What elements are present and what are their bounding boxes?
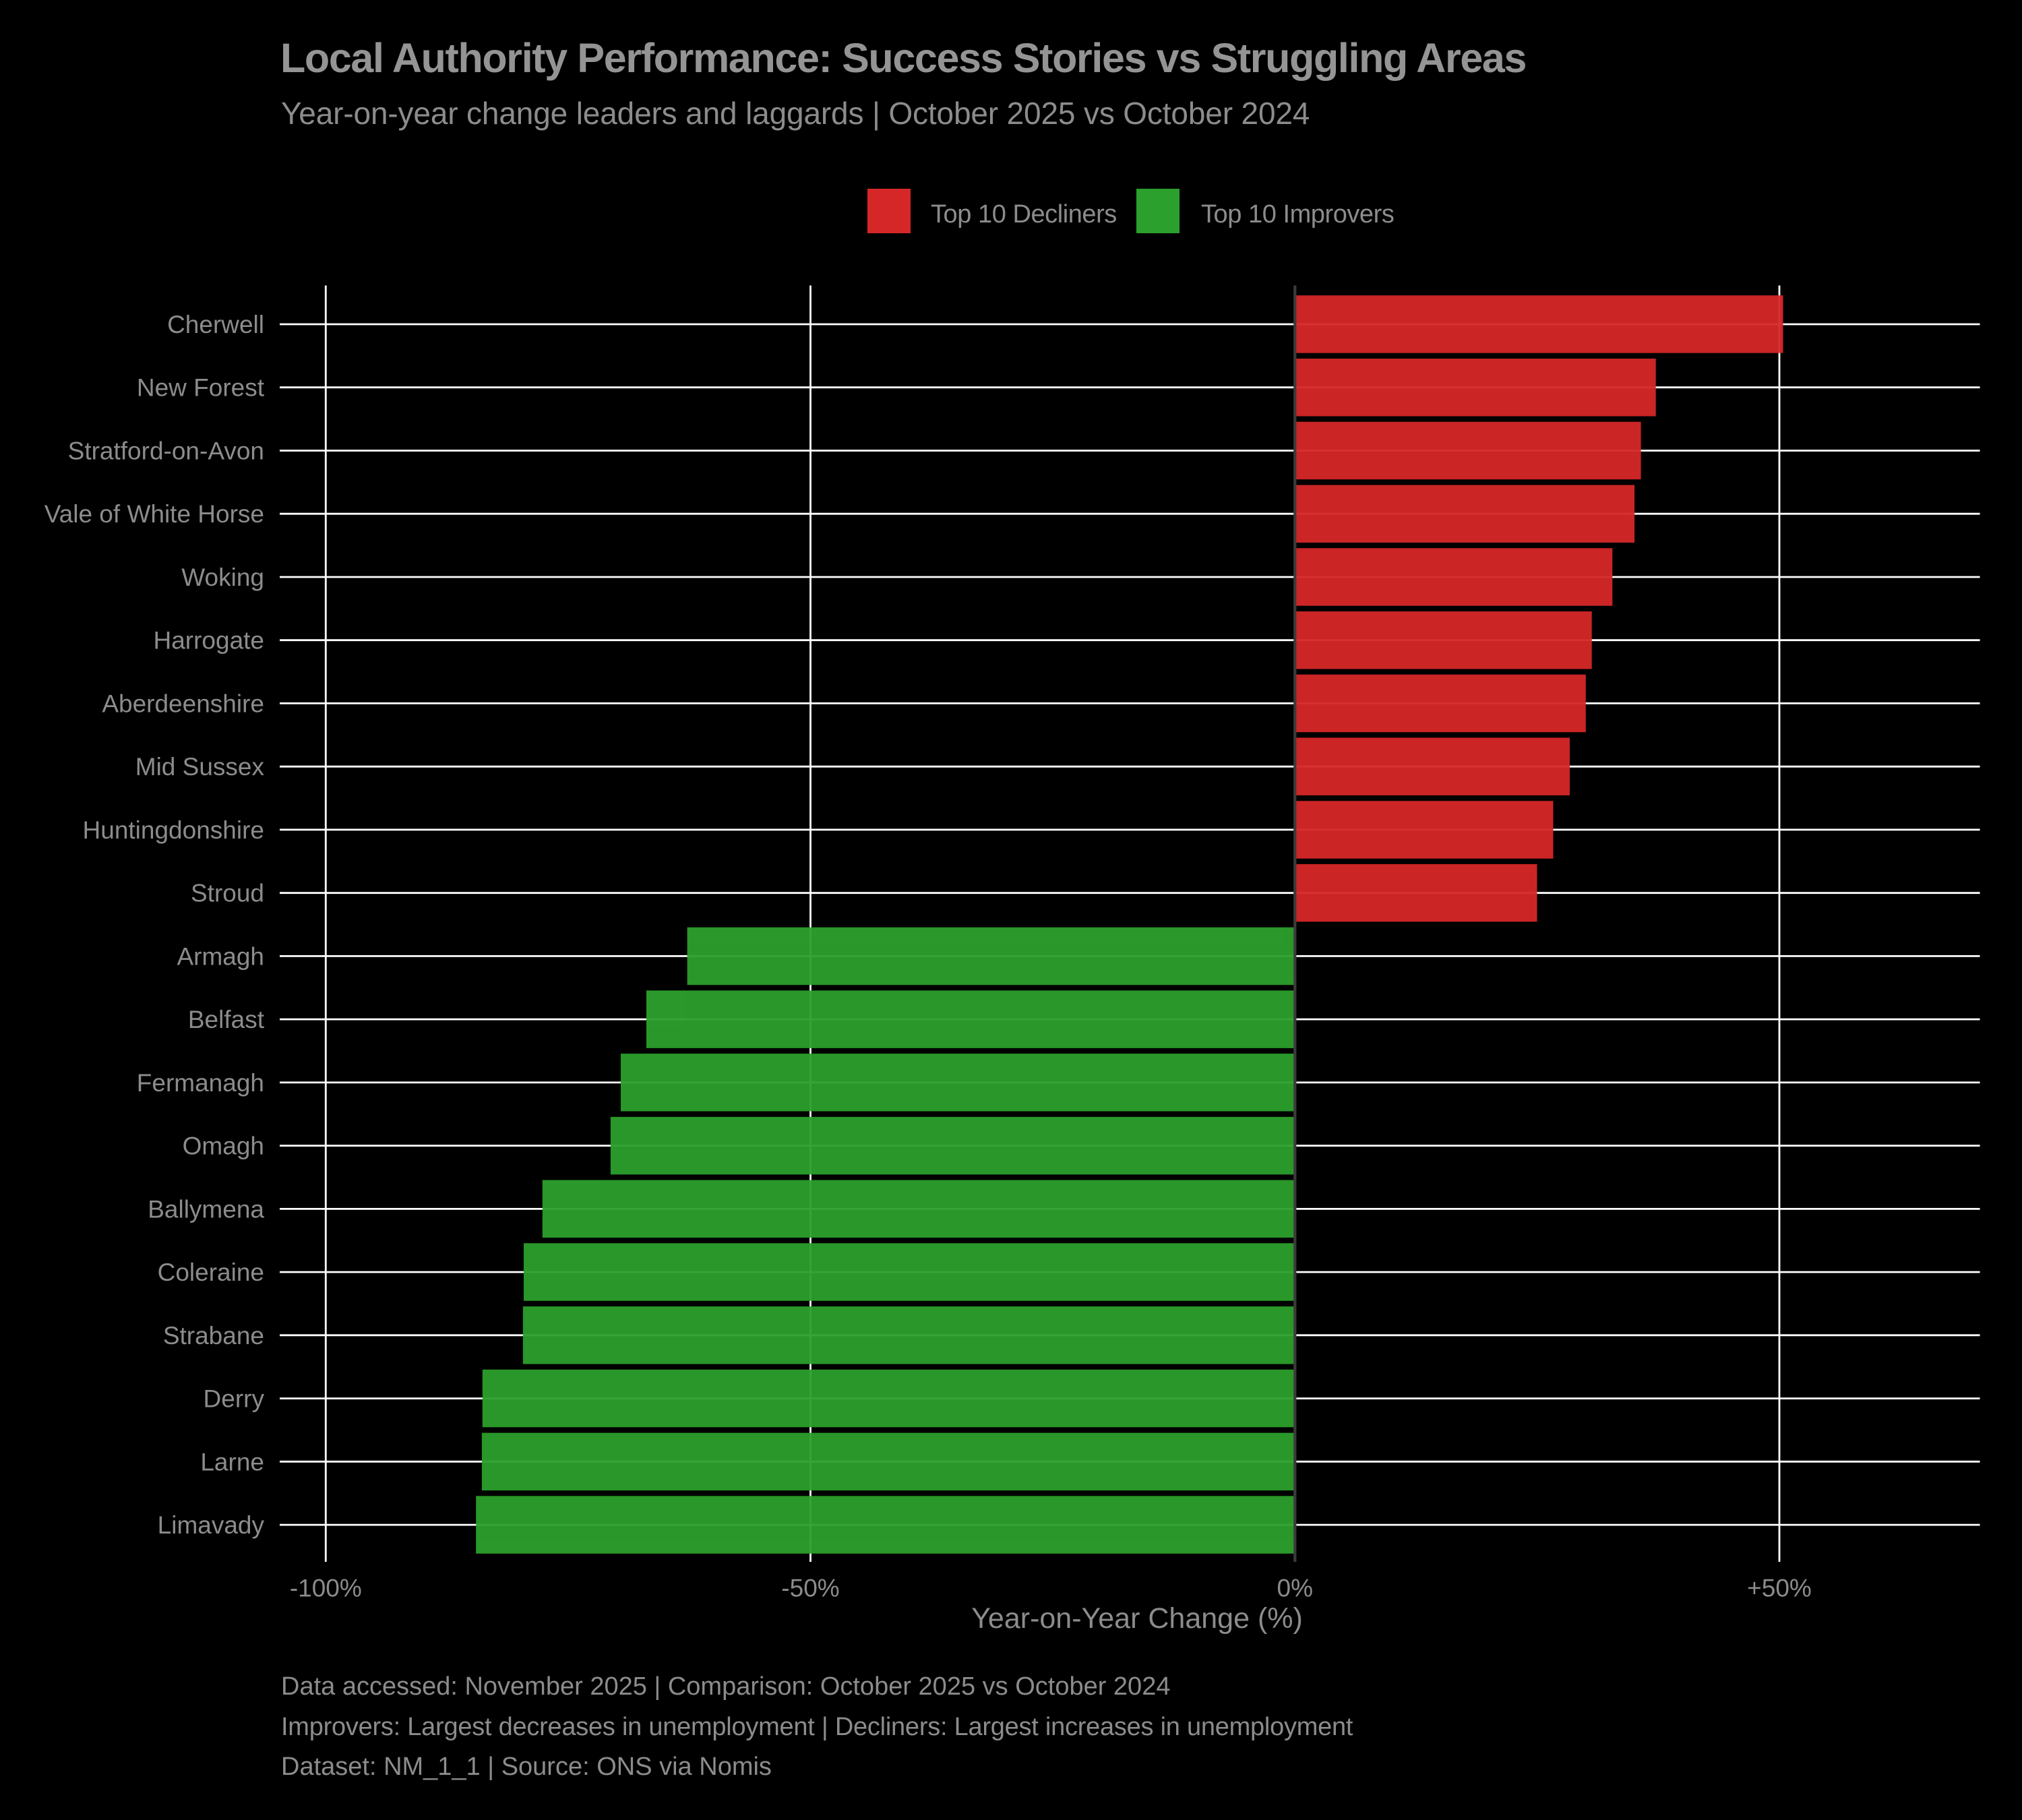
svg-text:+50%: +50% (1747, 1575, 1812, 1602)
svg-text:Stratford-on-Avon: Stratford-on-Avon (68, 437, 264, 465)
svg-text:Belfast: Belfast (188, 1006, 265, 1033)
svg-text:Woking: Woking (181, 564, 264, 591)
svg-text:Coleraine: Coleraine (158, 1258, 264, 1286)
svg-text:Limavady: Limavady (158, 1511, 265, 1539)
svg-text:Aberdeenshire: Aberdeenshire (102, 690, 264, 717)
svg-text:Larne: Larne (200, 1448, 264, 1476)
svg-text:-50%: -50% (781, 1575, 839, 1602)
svg-text:Top 10 Decliners: Top 10 Decliners (931, 200, 1117, 229)
svg-text:Omagh: Omagh (183, 1132, 264, 1160)
svg-text:Local Authority Performance: S: Local Authority Performance: Success Sto… (280, 35, 1526, 81)
svg-text:Top 10 Improvers: Top 10 Improvers (1201, 200, 1394, 229)
svg-text:Year-on-Year Change (%): Year-on-Year Change (%) (971, 1602, 1303, 1635)
svg-text:Harrogate: Harrogate (153, 627, 264, 655)
svg-text:Cherwell: Cherwell (167, 311, 264, 338)
svg-text:-100%: -100% (290, 1575, 362, 1602)
svg-text:Mid Sussex: Mid Sussex (135, 753, 265, 781)
svg-text:Ballymena: Ballymena (148, 1195, 264, 1223)
svg-text:Huntingdonshire: Huntingdonshire (83, 816, 264, 844)
svg-text:0%: 0% (1277, 1575, 1313, 1602)
svg-text:Stroud: Stroud (191, 880, 264, 907)
svg-text:Vale of White Horse: Vale of White Horse (44, 500, 264, 528)
svg-text:Armagh: Armagh (177, 942, 264, 970)
svg-text:Data accessed: November 2025 |: Data accessed: November 2025 | Compariso… (281, 1672, 1170, 1701)
svg-text:Year-on-year change leaders an: Year-on-year change leaders and laggards… (281, 96, 1310, 131)
svg-text:Dataset: NM_1_1 | Source: ONS: Dataset: NM_1_1 | Source: ONS via Nomis (281, 1753, 772, 1781)
svg-text:Strabane: Strabane (163, 1322, 264, 1349)
svg-text:Improvers: Largest decreases i: Improvers: Largest decreases in unemploy… (281, 1713, 1353, 1741)
svg-text:New Forest: New Forest (137, 374, 265, 402)
svg-text:Derry: Derry (204, 1385, 265, 1413)
svg-text:Fermanagh: Fermanagh (137, 1069, 264, 1097)
